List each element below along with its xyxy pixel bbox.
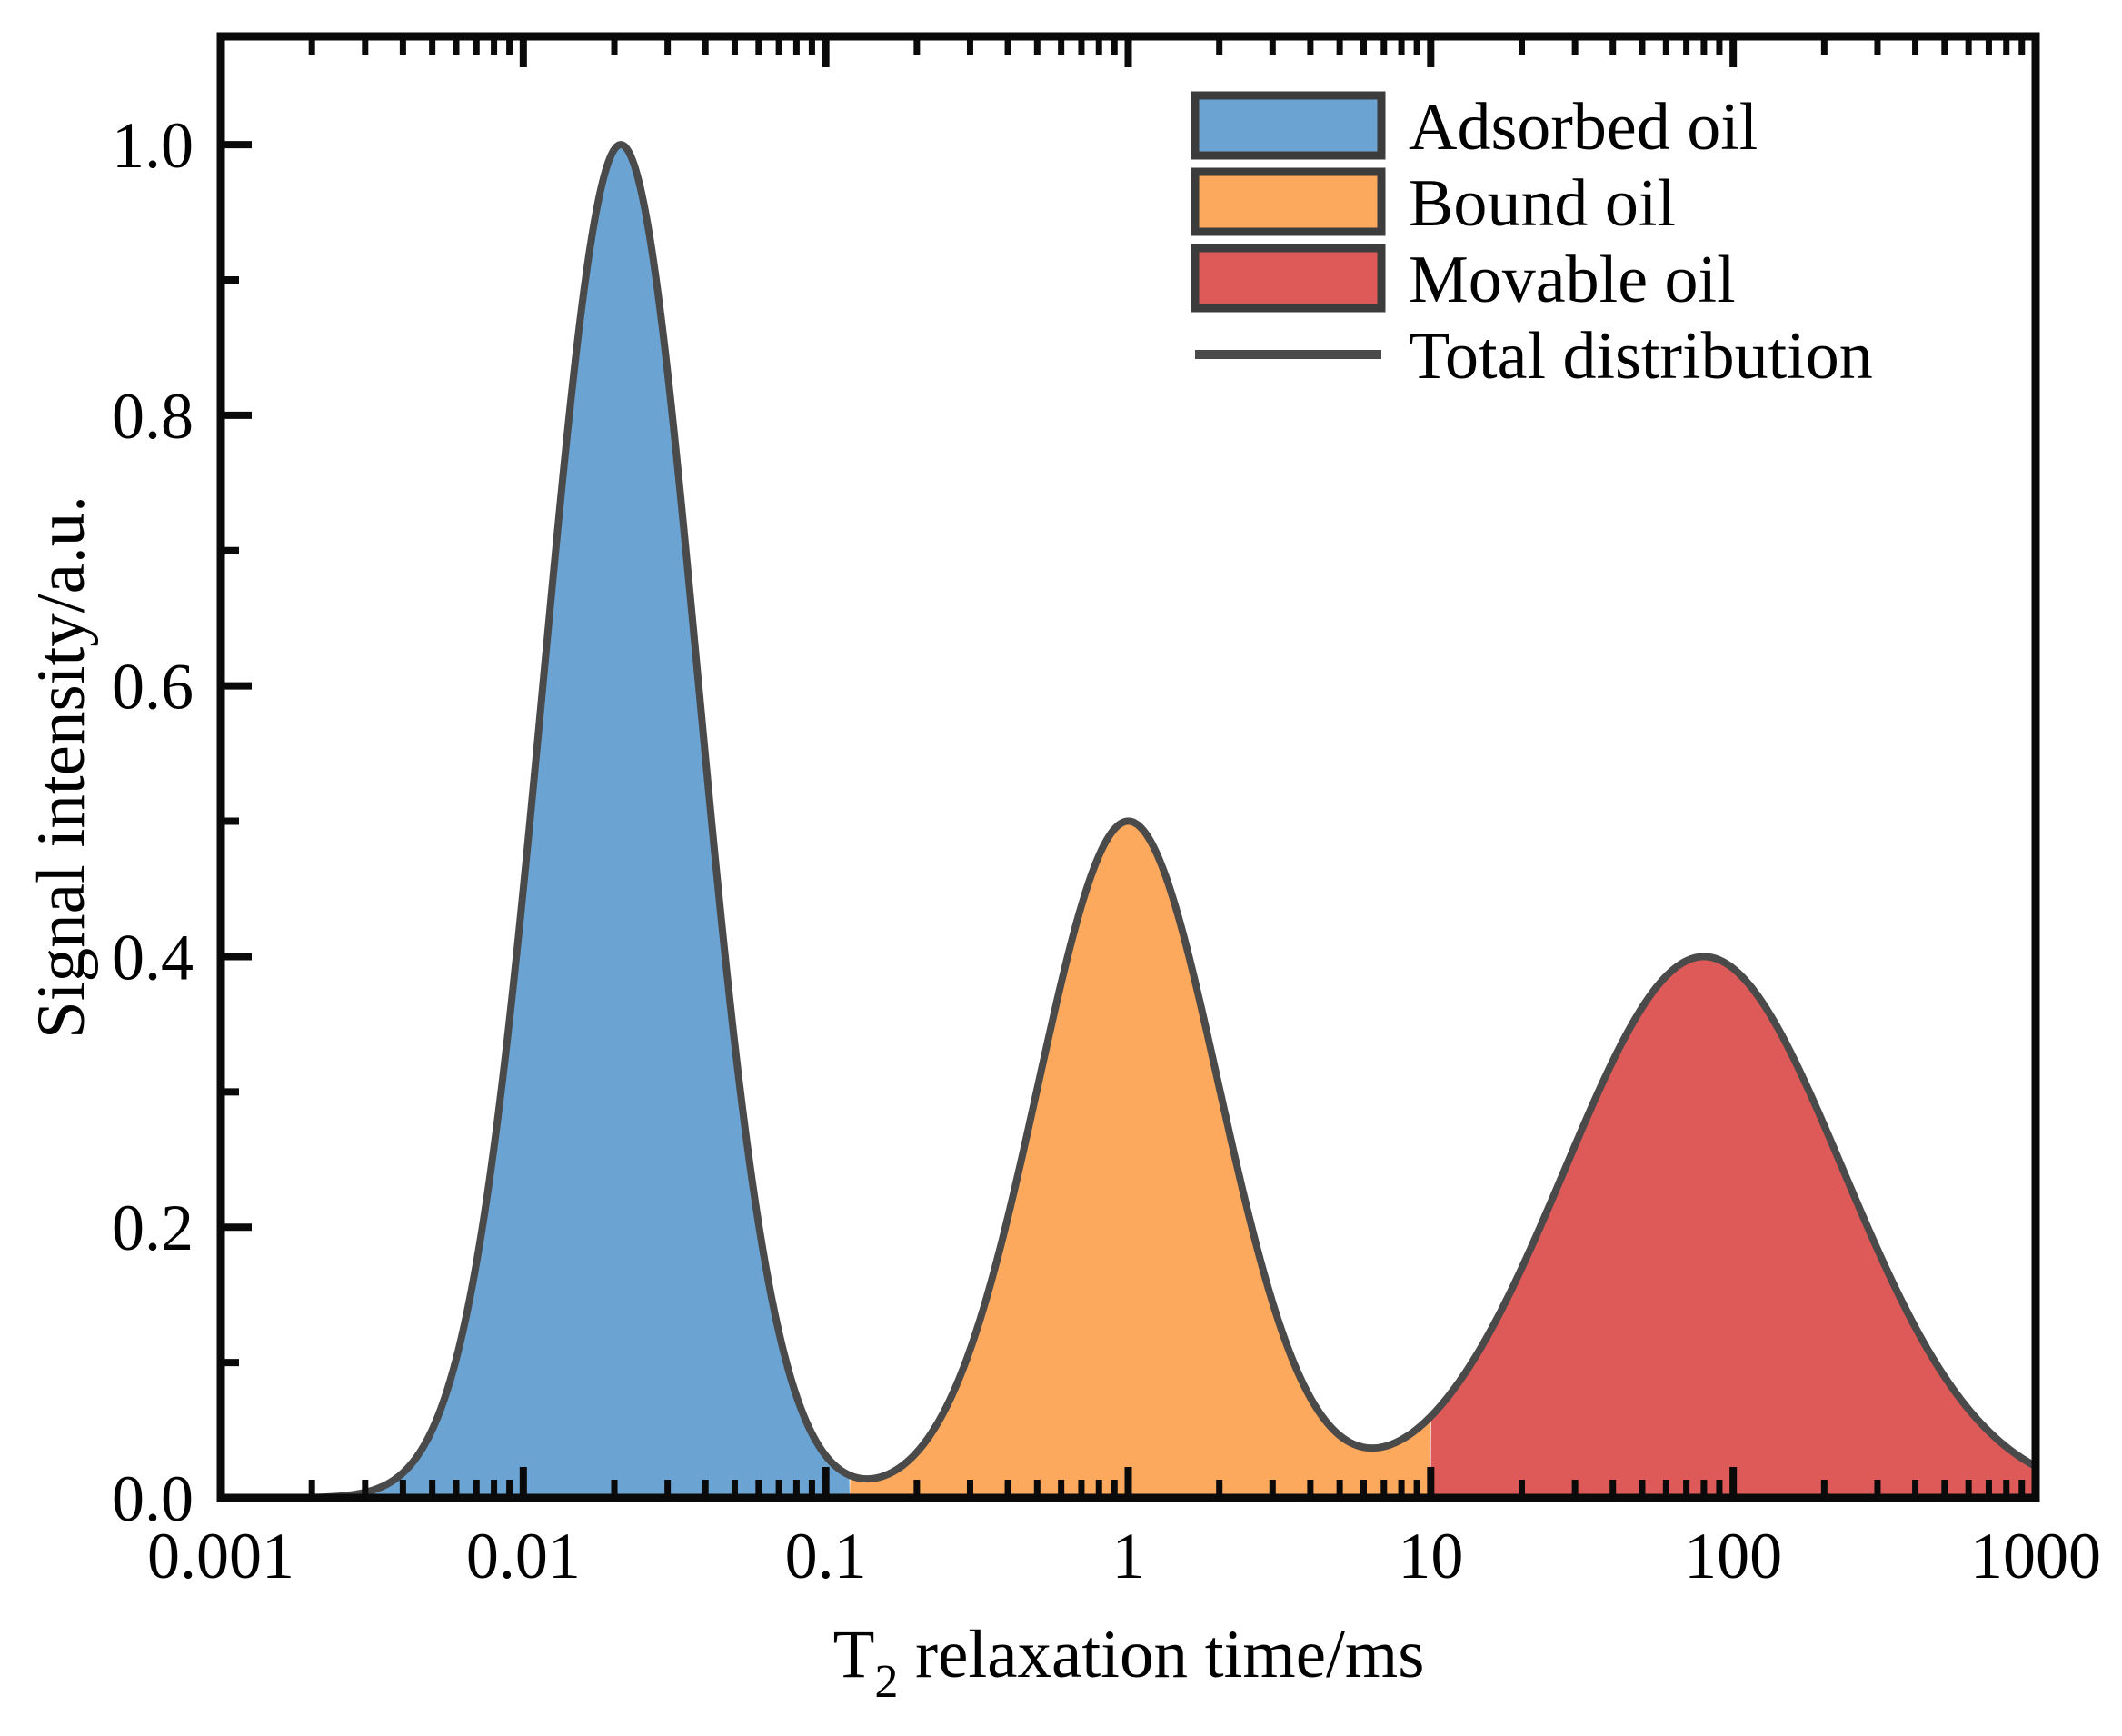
y-tick-label: 0.8 <box>112 380 194 453</box>
x-tick-label: 0.1 <box>785 1520 867 1592</box>
legend-label-movable-oil: Movable oil <box>1409 243 1736 317</box>
x-tick-label: 0.001 <box>147 1520 294 1592</box>
legend-swatch-movable-oil <box>1191 244 1386 313</box>
legend-label-total-distribution: Total distribution <box>1409 319 1873 394</box>
y-axis-ticks <box>221 141 252 1502</box>
series-area-movable-oil <box>1430 956 2036 1498</box>
x-axis-tick-labels: 0.001 0.01 0.1 1 10 100 1000 <box>147 1520 2101 1592</box>
series-area-adsorbed-oil <box>221 145 851 1498</box>
x-axis-title: T2 relaxation time/ms <box>833 1617 1425 1708</box>
x-tick-label: 0.01 <box>466 1520 581 1592</box>
y-tick-label: 0.4 <box>112 921 194 993</box>
y-axis-title: Signal intensity/a.u. <box>24 495 99 1039</box>
legend-label-adsorbed-oil: Adsorbed oil <box>1409 90 1758 165</box>
legend-swatch-bound-oil <box>1191 167 1386 236</box>
y-tick-label: 1.0 <box>112 109 194 182</box>
y-tick-label: 0.2 <box>112 1192 194 1264</box>
x-tick-label: 1 <box>1112 1520 1145 1592</box>
series-area-bound-oil <box>850 821 1431 1498</box>
legend-swatch-adsorbed-oil <box>1191 91 1386 160</box>
x-tick-label: 100 <box>1684 1520 1782 1592</box>
x-title-base: T <box>833 1617 875 1692</box>
x-title-rest: relaxation time/ms <box>898 1617 1424 1692</box>
y-axis-tick-labels: 0.0 0.2 0.4 0.6 0.8 1.0 <box>112 109 194 1535</box>
total-distribution-path <box>221 141 2036 1498</box>
legend-label-bound-oil: Bound oil <box>1409 166 1676 241</box>
total-distribution-line <box>221 141 2036 1498</box>
x-tick-label: 1000 <box>1970 1520 2101 1592</box>
y-tick-label: 0.0 <box>112 1462 194 1535</box>
x-title-subscript: 2 <box>874 1656 898 1708</box>
series-area-group <box>221 145 2036 1498</box>
x-axis-ticks <box>217 36 2039 1498</box>
y-tick-label: 0.6 <box>112 651 194 723</box>
x-tick-label: 10 <box>1398 1520 1463 1592</box>
